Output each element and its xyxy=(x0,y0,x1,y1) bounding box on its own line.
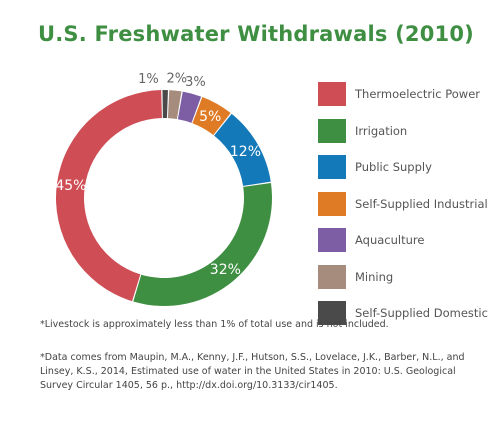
slice-label-self-supplied-domestic: 1% xyxy=(138,72,159,87)
legend-item-aquaculture: Aquaculture xyxy=(318,228,424,252)
legend-swatch xyxy=(318,155,346,179)
slice-label-aquaculture: 3% xyxy=(185,75,206,90)
legend-label: Aquaculture xyxy=(355,233,425,247)
slice-label-mining: 2% xyxy=(166,72,187,87)
legend-item-public-supply: Public Supply xyxy=(318,155,432,179)
slice-aquaculture xyxy=(177,91,202,123)
slice-label-public-supply: 12% xyxy=(230,144,261,160)
legend-swatch xyxy=(318,228,346,252)
legend-label: Thermoelectric Power xyxy=(355,87,481,101)
legend-label: Self-Supplied Industrial xyxy=(355,196,488,211)
legend-swatch xyxy=(318,82,346,106)
slice-self-supplied-industrial xyxy=(192,97,231,136)
legend-item-self-supplied-domestic: Self-Supplied Domestic xyxy=(318,301,488,325)
legend-item-self-supplied-industrial: Self-Supplied Industrial xyxy=(318,191,488,216)
slice-self-supplied-domestic xyxy=(162,89,168,119)
legend-label: Public Supply xyxy=(355,160,432,174)
legend-label: Self-Supplied Domestic xyxy=(355,306,488,320)
slice-label-self-supplied-industrial: 5% xyxy=(199,109,221,125)
slice-public-supply xyxy=(214,113,271,186)
data-source-footnote: *Data comes from Maupin, M.A., Kenny, J.… xyxy=(40,352,465,391)
livestock-footnote: *Livestock is approximately less than 1%… xyxy=(40,319,389,330)
slice-thermoelectric-power xyxy=(55,90,162,302)
slice-label-irrigation: 32% xyxy=(210,262,241,278)
legend-label: Mining xyxy=(355,269,394,284)
legend-swatch xyxy=(318,191,346,216)
slice-label-thermoelectric-power: 45% xyxy=(55,178,86,194)
legend-swatch xyxy=(318,264,346,289)
legend-item-thermoelectric-power: Thermoelectric Power xyxy=(318,82,480,106)
chart-title: U.S. Freshwater Withdrawals (2010) xyxy=(38,22,474,46)
slice-irrigation xyxy=(133,182,272,306)
legend-item-irrigation: Irrigation xyxy=(318,118,408,143)
slice-mining xyxy=(167,90,182,120)
legend-label: Irrigation xyxy=(355,123,408,138)
legend-swatch xyxy=(318,301,346,325)
legend-item-mining: Mining xyxy=(318,264,394,289)
legend-swatch xyxy=(318,118,346,143)
